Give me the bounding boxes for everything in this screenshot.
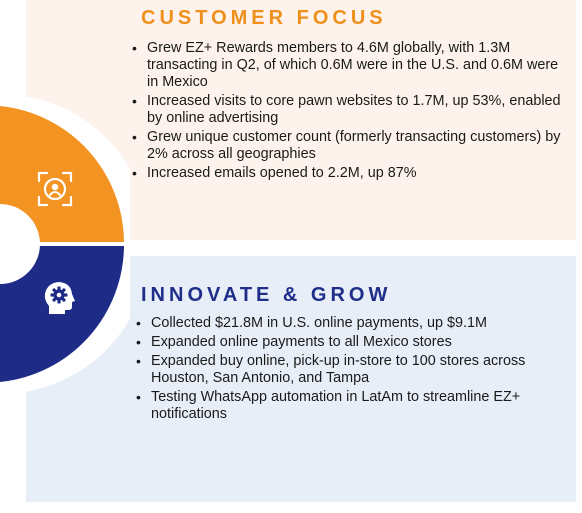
list-item: Grew unique customer count (formerly tra… [131,129,561,163]
list-item: Expanded buy online, pick-up in-store to… [135,353,565,387]
orange-half-disc [0,106,125,244]
customer-focus-list: Grew EZ+ Rewards members to 4.6M globall… [131,40,561,184]
list-item: Expanded online payments to all Mexico s… [135,334,565,351]
inner-cutout [0,204,40,284]
list-item: Increased emails opened to 2.2M, up 87% [131,165,561,182]
section-circle-graphic [0,94,130,394]
list-item: Increased visits to core pawn websites t… [131,93,561,127]
customer-focus-heading: CUSTOMER FOCUS [141,7,387,29]
target-focus-icon [37,171,73,207]
list-item: Testing WhatsApp automation in LatAm to … [135,389,565,423]
innovate-grow-heading: INNOVATE & GROW [141,284,392,306]
list-item: Collected $21.8M in U.S. online payments… [135,315,565,332]
list-item: Grew EZ+ Rewards members to 4.6M globall… [131,40,561,91]
innovate-grow-list: Collected $21.8M in U.S. online payments… [135,315,565,425]
head-gear-icon [44,282,75,314]
